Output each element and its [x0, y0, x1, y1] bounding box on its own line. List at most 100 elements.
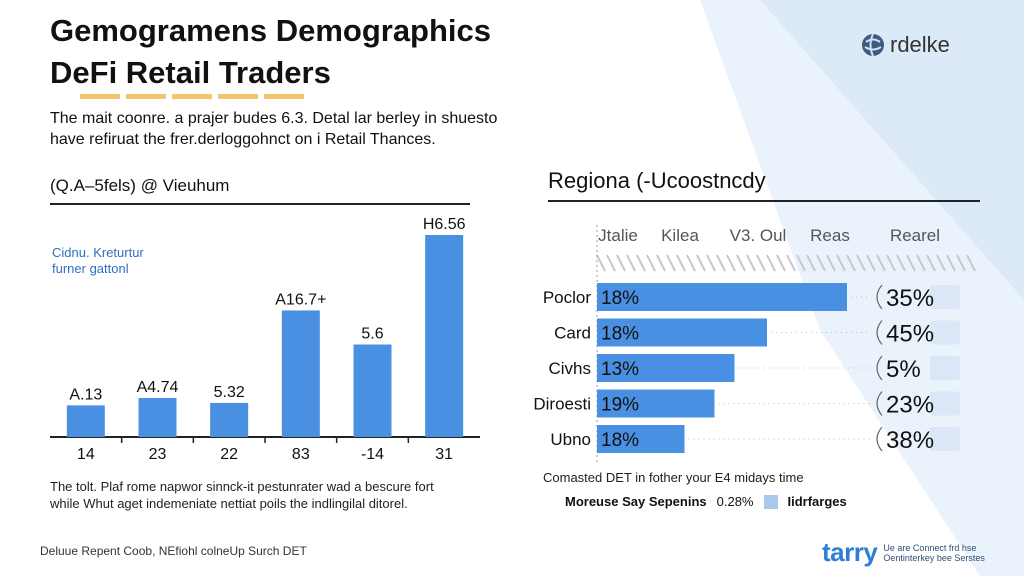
logo-text: rdelke — [890, 32, 950, 57]
left-bar-chart: A.13 14 A4.74 23 5.32 22 A16.7+ 83 5.6 -14 H6.56 31 — [50, 216, 480, 463]
right-label-2: 5% — [886, 356, 921, 383]
hatch-stroke — [636, 254, 646, 272]
x-tick-label-4: -14 — [361, 446, 384, 463]
brand: tarry Ue are Connect frd hse Oentinterke… — [822, 537, 1003, 568]
hatch-stroke — [646, 254, 656, 272]
value-label-3: 19% — [601, 395, 639, 416]
column-header-4: Rearel — [890, 226, 940, 245]
right-chart-caption: Comasted DET in fother your E4 midays ti… — [543, 470, 804, 485]
hbar-3 — [597, 389, 715, 418]
bar-5 — [425, 235, 464, 437]
hatch-stroke — [626, 254, 636, 272]
hbar-2 — [597, 354, 735, 382]
subtitle-line-2: have refiruat the frer.derloggohnct on i… — [50, 131, 436, 148]
x-tick-label-1: 23 — [149, 446, 167, 463]
hatch-stroke — [776, 254, 786, 272]
hatch-stroke — [726, 254, 736, 272]
right-label-bg-4 — [930, 427, 960, 451]
title-underline — [80, 94, 310, 99]
x-tick-label-0: 14 — [77, 446, 95, 463]
hatch-stroke — [966, 254, 976, 272]
right-label-3: 23% — [886, 392, 934, 419]
hatch-stroke — [926, 254, 936, 272]
hatch-stroke — [956, 254, 966, 272]
data-label-5: H6.56 — [423, 216, 466, 233]
hatch-stroke — [686, 254, 696, 272]
hatch-stroke — [946, 254, 956, 272]
hatch-stroke — [766, 254, 776, 272]
bar-1 — [138, 398, 177, 437]
left-chart-annotation: Cidnu. Kreturtur furner gattonl — [52, 245, 144, 277]
right-label-4: 38% — [886, 427, 934, 454]
value-label-1: 18% — [601, 324, 639, 345]
brand-tag-line-1: Ue are Connect frd hse — [883, 542, 977, 553]
category-label-4: Ubno — [550, 430, 591, 449]
hatch-stroke — [746, 254, 756, 272]
subtitle: The mait coonre. a prajer budes 6.3. Det… — [50, 108, 570, 150]
hatch-stroke — [916, 254, 926, 272]
hatch-stroke — [816, 254, 826, 272]
globe-logo-icon — [862, 33, 884, 57]
right-label-bg-0 — [930, 285, 960, 309]
x-tick-label-5: 31 — [435, 446, 453, 463]
right-bracket-4 — [876, 426, 883, 452]
hbar-0 — [597, 283, 847, 311]
hatch-stroke — [606, 254, 616, 272]
legend-swatch — [763, 494, 778, 509]
hatch-stroke — [886, 254, 896, 272]
subtitle-line-1: The mait coonre. a prajer budes 6.3. Det… — [50, 110, 498, 127]
value-label-0: 18% — [601, 288, 639, 309]
category-label-0: Poclor — [543, 288, 592, 307]
hbar-1 — [597, 318, 767, 347]
hatch-stroke — [786, 254, 796, 272]
right-label-0: 35% — [886, 285, 934, 312]
title-line-2: DeFi Retail Traders — [50, 55, 331, 90]
data-label-0: A.13 — [69, 386, 102, 403]
hatch-stroke — [876, 254, 886, 272]
hatch-stroke — [596, 254, 606, 272]
column-header-2: V3. Oul — [730, 226, 787, 245]
right-bracket-1 — [876, 320, 883, 345]
brand-tag-line-2: Oentinterkey bee Serstes — [883, 552, 985, 563]
right-bracket-0 — [876, 284, 883, 310]
hbar-4 — [597, 425, 685, 453]
x-tick-label-2: 22 — [220, 446, 238, 463]
bar-4 — [353, 344, 392, 437]
right-bracket-3 — [876, 391, 883, 416]
right-chart-legend: Moreuse Say Sepenins 0.28% Iidrfarges — [565, 494, 847, 509]
category-label-1: Card — [554, 324, 591, 343]
brand-name: tarry — [822, 537, 878, 567]
hatch-stroke — [656, 254, 666, 272]
logo: rdelke — [860, 32, 950, 58]
hatch-stroke — [866, 254, 876, 272]
column-header-3: Reas — [810, 226, 850, 245]
left-caption-line-2: while Whut aget indemeniate nettiat poil… — [50, 496, 408, 511]
data-label-4: 5.6 — [361, 326, 383, 343]
hatch-stroke — [676, 254, 686, 272]
bar-3 — [281, 310, 320, 437]
right-header-rule — [548, 200, 980, 202]
column-header-0: Jtalie — [598, 226, 638, 245]
brand-tagline: Ue are Connect frd hse Oentinterkey bee … — [883, 543, 1003, 563]
hatch-stroke — [836, 254, 846, 272]
hatch-stroke — [896, 254, 906, 272]
hatch-stroke — [936, 254, 946, 272]
title-line-1: Gemogramens Demographics — [50, 13, 492, 48]
hatch-stroke — [666, 254, 676, 272]
left-caption-line-1: The tolt. Plaf rome napwor sinnck-it pes… — [50, 479, 434, 494]
category-label-2: Civhs — [548, 359, 591, 378]
right-label-bg-1 — [930, 320, 960, 345]
grid-hatch — [596, 254, 976, 272]
hatch-stroke — [696, 254, 706, 272]
footer-text: Deluue Repent Coob, NEfiohl colneUp Surc… — [40, 544, 307, 558]
x-tick-label-3: 83 — [292, 446, 310, 463]
annotation-line-1: Cidnu. Kreturtur — [52, 245, 144, 260]
right-bracket-2 — [876, 355, 883, 381]
left-chart-caption: The tolt. Plaf rome napwor sinnck-it pes… — [50, 478, 510, 512]
right-bar-chart: Jtalie Kilea V3. Oul Reas Rearel Poclor 18% 35%… — [533, 225, 976, 465]
bar-2 — [210, 402, 249, 437]
hatch-stroke — [846, 254, 856, 272]
bar-0 — [66, 405, 105, 437]
legend-series-name: Iidrfarges — [787, 494, 847, 509]
data-label-2: 5.32 — [214, 384, 245, 401]
